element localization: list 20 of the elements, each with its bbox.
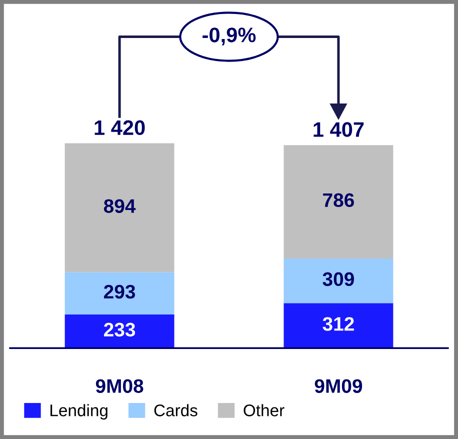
- bar: [64, 143, 174, 272]
- legend-label: Cards: [154, 404, 198, 416]
- x-tick-label: 9M08: [96, 379, 144, 393]
- legend-label: Lending: [50, 404, 108, 420]
- bar: [64, 272, 174, 315]
- bar: [284, 303, 394, 348]
- data-label: 293: [104, 284, 136, 299]
- legend-label: Other: [244, 404, 284, 416]
- data-label: 233: [104, 322, 136, 337]
- total-label: 1 420: [94, 120, 145, 136]
- total-label: 1 407: [314, 122, 364, 137]
- data-label: 894: [104, 199, 136, 213]
- data-label: 786: [323, 193, 354, 208]
- bar: [64, 314, 174, 348]
- bar: [284, 258, 394, 304]
- text: -0,9%: [202, 28, 256, 46]
- data-label: 309: [322, 272, 354, 286]
- bar: [284, 145, 394, 259]
- data-label: 312: [322, 317, 354, 331]
- x-tick-label: 9M09: [314, 379, 362, 393]
